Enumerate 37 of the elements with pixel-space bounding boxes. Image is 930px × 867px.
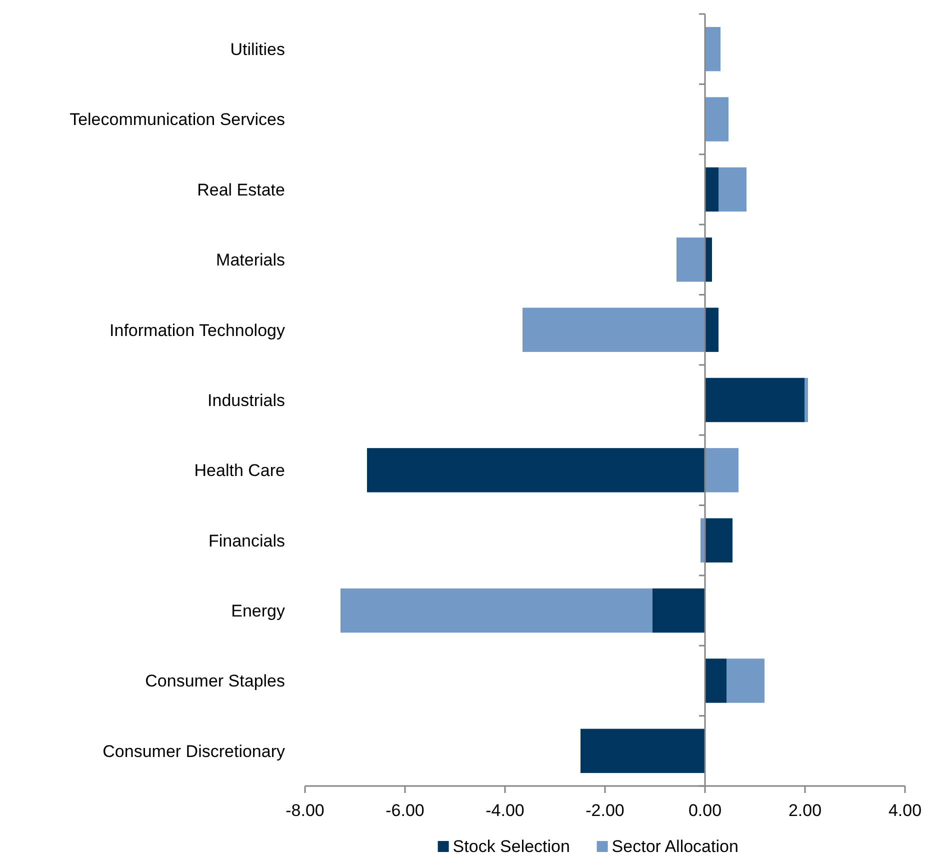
- y-tick-label: Consumer Staples: [145, 672, 285, 691]
- bar: [718, 167, 746, 212]
- y-tick-label: Consumer Discretionary: [102, 742, 286, 761]
- bar: [705, 26, 720, 72]
- bar: [676, 238, 705, 282]
- y-tick-label: Real Estate: [197, 180, 285, 200]
- bar: [705, 658, 726, 703]
- legend-label: Sector Allocation: [612, 837, 738, 856]
- bar: [340, 588, 652, 633]
- y-tick-label: Financials: [208, 531, 285, 550]
- bar: [705, 167, 718, 212]
- x-tick-label: -4.00: [486, 801, 524, 820]
- bar: [726, 658, 764, 703]
- x-tick-label: 0.00: [688, 801, 722, 820]
- legend-label: Stock Selection: [452, 837, 570, 856]
- x-tick-label: -8.00: [286, 801, 324, 820]
- y-tick-label: Utilities: [230, 40, 285, 60]
- y-tick-label: Telecommunication Services: [70, 110, 285, 130]
- y-tick-label: Industrials: [208, 390, 285, 410]
- y-tick-label: Information Technology: [110, 320, 286, 340]
- bar: [804, 378, 808, 422]
- y-tick-label: Materials: [216, 250, 285, 270]
- bar: [652, 588, 705, 633]
- x-tick-label: -2.00: [586, 801, 624, 820]
- x-tick-label: -6.00: [386, 801, 424, 820]
- bar: [705, 308, 718, 352]
- y-tick-label: Health Care: [194, 461, 285, 480]
- x-tick-label: 4.00: [888, 801, 922, 820]
- bar: [705, 97, 728, 142]
- bar: [580, 728, 705, 774]
- y-tick-label: Energy: [231, 601, 286, 620]
- x-tick-label: 2.00: [788, 801, 822, 820]
- bar: [705, 378, 804, 422]
- bar: [522, 308, 705, 352]
- bar: [367, 448, 705, 492]
- bar: [705, 448, 738, 492]
- bar: [705, 518, 732, 562]
